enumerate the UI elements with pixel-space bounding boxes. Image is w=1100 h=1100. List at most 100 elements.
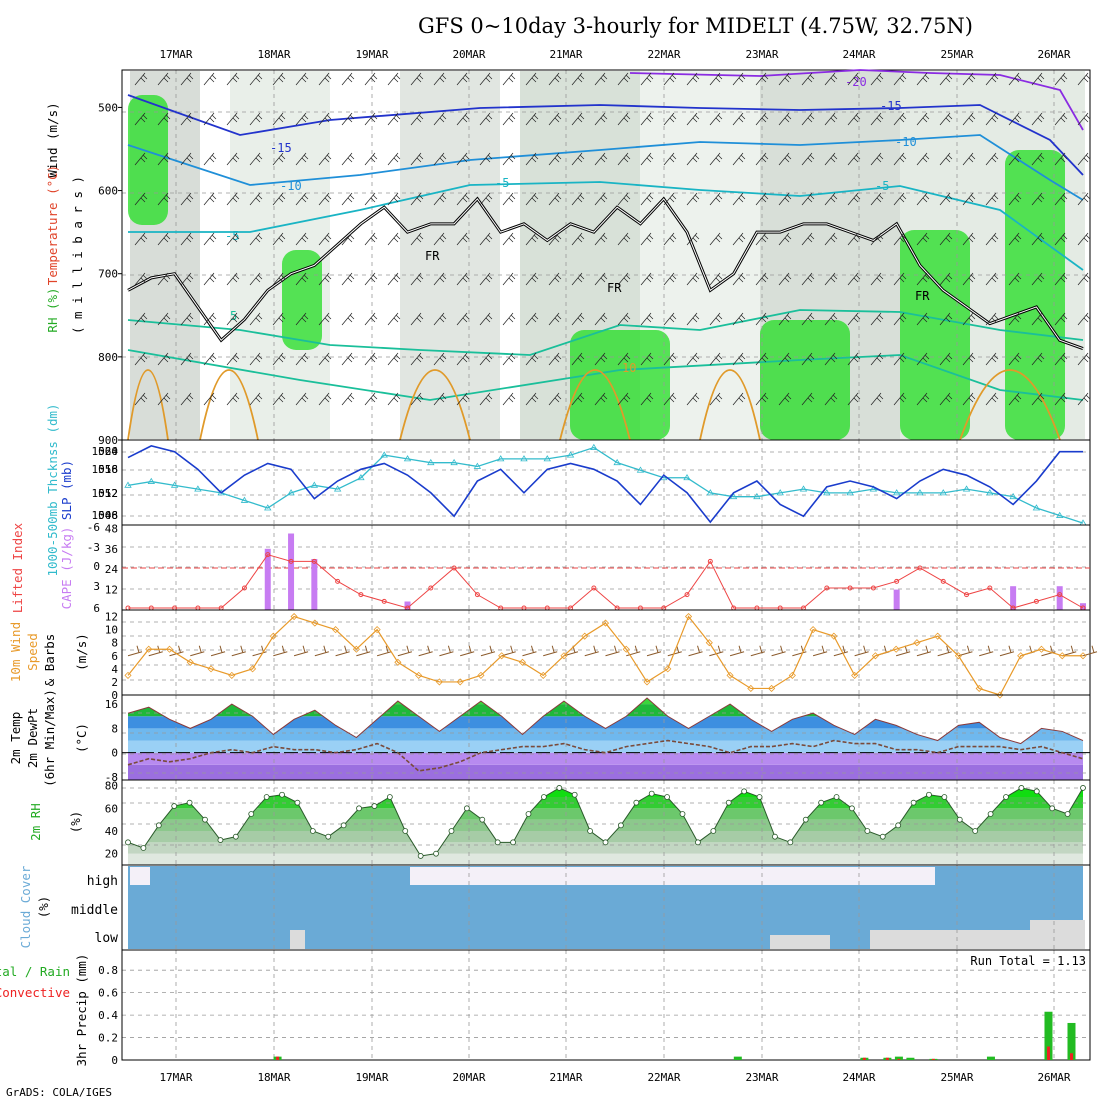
wind10-marker [622, 645, 630, 653]
cloud-level-label: high [87, 874, 118, 889]
upper-wind-barb [663, 232, 677, 246]
rh2-marker [664, 794, 671, 800]
upper-wind-barb [571, 392, 585, 406]
rh2-marker [155, 822, 162, 829]
upper-wind-barb [295, 272, 309, 286]
upper-wind-barb [640, 232, 654, 246]
upper-wind-barb [686, 72, 700, 86]
upper-wind-barb [456, 192, 470, 206]
rh2-marker [941, 794, 948, 800]
chart-title: GFS 0~10day 3-hourly for MIDELT (4.75W, … [418, 14, 973, 38]
cape-bar [1010, 586, 1017, 610]
upper-wind-barb [962, 192, 976, 206]
upper-wind-barb [410, 192, 424, 206]
isotherm-line [127, 134, 1084, 201]
footer-credit: GrADS: COLA/IGES [6, 1086, 112, 1099]
upper-wind-barb [203, 352, 217, 366]
wind10-barb [854, 645, 869, 657]
upper-wind-barb [180, 352, 194, 366]
rh2-marker [371, 803, 378, 809]
upper-wind-barb [1008, 312, 1022, 326]
upper-wind-barb [939, 312, 953, 326]
upper-wind-barb [157, 392, 171, 406]
upper-wind-barb [318, 272, 332, 286]
upper-wind-barb [272, 192, 286, 206]
lifted-marker [917, 565, 923, 571]
upper-wind-barb [157, 272, 171, 286]
rh2-marker [695, 839, 701, 846]
thickness-marker [287, 489, 295, 496]
wind10-barb [958, 645, 973, 657]
upper-wind-barb [479, 352, 493, 366]
rh2-marker [910, 799, 917, 806]
rh2-marker [787, 839, 794, 846]
thickness-line [127, 446, 1084, 524]
upper-wind-barb [778, 232, 792, 246]
upper-wind-barb [341, 232, 355, 246]
upper-wind-barb [456, 152, 470, 166]
upper-wind-barb [916, 312, 930, 326]
upper-wind-barb [663, 192, 677, 206]
wind10-tick: 10 [105, 624, 118, 637]
upper-wind-barb [548, 312, 562, 326]
wind10-barbs-label: & Barbs [42, 634, 57, 687]
upper-wind-barb [916, 112, 930, 126]
upper-wind-barb [939, 352, 953, 366]
thickness-marker [124, 481, 132, 488]
wind10-marker [435, 678, 443, 686]
upper-wind-barb [1031, 152, 1045, 166]
upper-wind-barb [433, 312, 447, 326]
pressure-tick: 700 [98, 268, 118, 281]
lifted-tick: -3 [87, 541, 100, 554]
upper-wind-barb [180, 312, 194, 326]
upper-wind-barb [594, 72, 608, 86]
rh2-tick: 40 [105, 825, 118, 838]
upper-wind-barb [686, 152, 700, 166]
upper-wind-barb [249, 72, 263, 86]
upper-wind-barb [249, 312, 263, 326]
upper-wind-barb [134, 192, 148, 206]
rh2-marker [679, 811, 686, 817]
wind10-barb [729, 645, 745, 657]
slp-line [127, 445, 1083, 524]
upper-wind-barb [134, 272, 148, 286]
isotherm-line [127, 94, 1084, 176]
upper-wind-barb [893, 392, 907, 406]
upper-wind-barb [709, 152, 723, 166]
upper-wind-barb [824, 312, 838, 326]
rh-band [128, 787, 1083, 797]
upper-wind-barb [962, 112, 976, 126]
upper-wind-barb [433, 272, 447, 286]
rh-high-area [1005, 150, 1065, 440]
date-label-bottom: 17MAR [159, 1071, 192, 1084]
upper-wind-barb [525, 192, 539, 206]
upper-wind-barb [870, 312, 884, 326]
date-label-top: 21MAR [549, 48, 582, 61]
upper-wind-barb [847, 112, 861, 126]
precip-tick: 0.4 [98, 1009, 118, 1022]
upper-wind-barb [226, 272, 240, 286]
slp-tick: 1012 [92, 487, 119, 500]
slp-frame [121, 439, 1091, 526]
rain-bar [894, 1056, 903, 1060]
wind10-barb [1041, 645, 1056, 657]
warm-isotherm [399, 369, 471, 441]
upper-wind-barb [663, 352, 677, 366]
upper-wind-barb [364, 312, 378, 326]
warm-isotherm [559, 369, 631, 441]
upper-wind-barb [663, 112, 677, 126]
thickness-marker [1056, 511, 1064, 518]
lifted-index-label: Lifted Index [10, 522, 25, 613]
wind10-marker [498, 652, 506, 660]
upper-wind-barb [962, 152, 976, 166]
lifted-tick: 3 [93, 580, 100, 593]
isotherm-line [128, 181, 1084, 271]
upper-wind-barb [801, 192, 815, 206]
upper-wind-barb [157, 152, 171, 166]
upper-wind-barb [640, 192, 654, 206]
cape-tick: 36 [105, 543, 118, 556]
upper-wind-barb [893, 72, 907, 86]
upper-wind-barb [870, 112, 884, 126]
upper-wind-barb [272, 72, 286, 86]
upper-wind-barb [778, 72, 792, 86]
